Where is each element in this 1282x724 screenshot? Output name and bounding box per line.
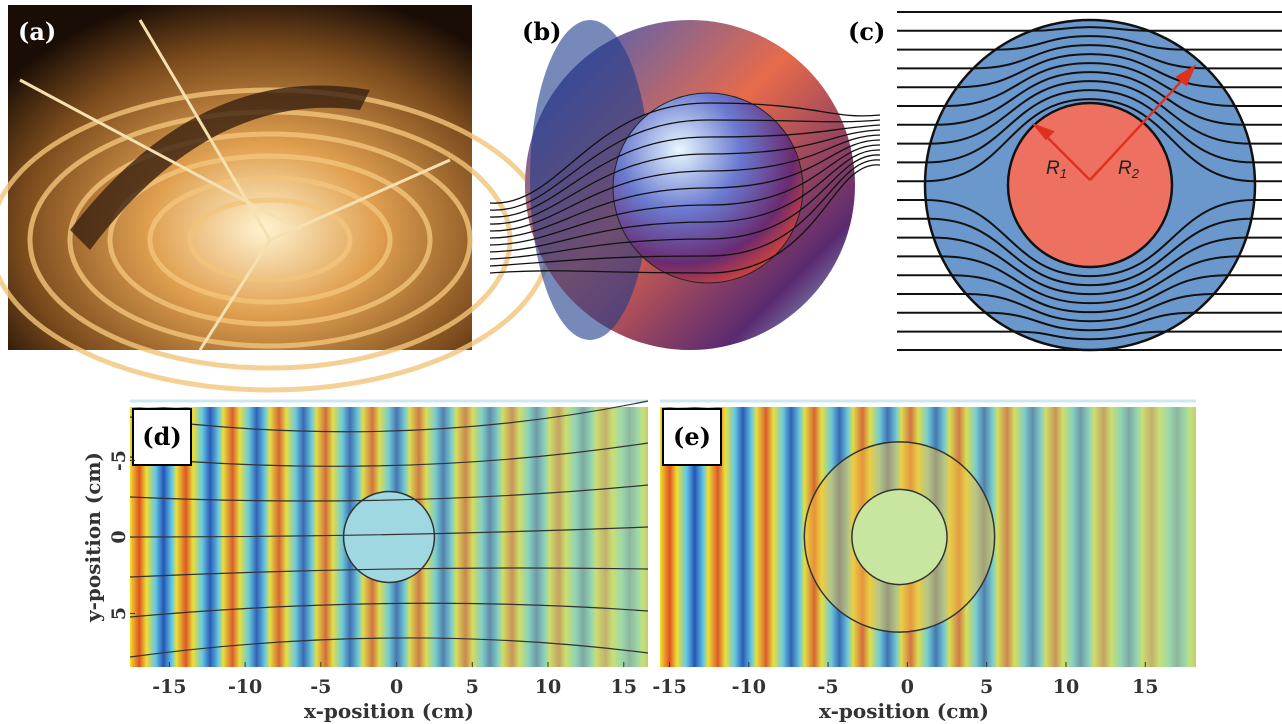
panel-c: R1 R2 [897, 11, 1282, 352]
x-tick-label: -10 [732, 676, 766, 698]
x-axis-label: x-position (cm) [304, 699, 474, 723]
ray [129, 400, 649, 433]
panel-label: (b) [522, 17, 562, 46]
x-tick-label: -5 [818, 676, 839, 698]
x-tick-label: -10 [228, 676, 262, 698]
cloak-core [851, 488, 948, 586]
panel-label: (c) [848, 17, 885, 46]
y-tick-label: -5 [108, 450, 130, 471]
x-tick-label: 10 [535, 676, 561, 698]
x-tick-label: 5 [466, 676, 479, 698]
panel-label: (d) [142, 422, 182, 451]
label-box [132, 408, 192, 466]
ray [129, 637, 649, 658]
x-tick-label: 15 [1132, 676, 1158, 698]
x-tick-label: 10 [1053, 676, 1079, 698]
panel-label: (e) [673, 422, 711, 451]
x-tick-label: 5 [980, 676, 993, 698]
x-tick-label: -15 [652, 676, 686, 698]
x-tick-label: -5 [310, 676, 331, 698]
panel-label: (a) [18, 17, 56, 46]
panel-a [0, 5, 553, 393]
cloak-shell [342, 490, 436, 584]
ray [129, 442, 649, 467]
plot: (e) -15 -10 -5 0 5 10 15 x-position (cm) [652, 399, 1196, 723]
x-tick-label: 0 [390, 676, 403, 698]
plot: (d)-15 -10 -5 0 5 10 15x-position (cm)-505y-po… [81, 399, 649, 723]
r2-label: R2 [1118, 158, 1140, 181]
r1-label: R1 [1046, 158, 1067, 181]
y-axis-label: y-position (cm) [81, 452, 105, 623]
ray [129, 602, 649, 618]
ray [129, 484, 649, 502]
x-tick-label: 0 [901, 676, 914, 698]
label-box [662, 408, 722, 466]
plots: (d)-15 -10 -5 0 5 10 15x-position (cm)-505y-po… [81, 399, 1196, 723]
panel-b [489, 20, 881, 350]
ray [129, 526, 649, 538]
x-axis-label: x-position (cm) [819, 699, 989, 723]
y-tick-label: 0 [108, 530, 130, 543]
ray [129, 567, 649, 578]
x-tick-label: -15 [152, 676, 186, 698]
x-tick-label: 15 [611, 676, 637, 698]
y-tick-label: 5 [108, 607, 130, 620]
